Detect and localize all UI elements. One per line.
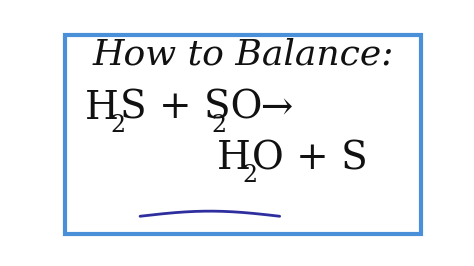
Text: 2: 2 <box>110 114 125 137</box>
Text: H: H <box>85 90 119 127</box>
Text: S + SO: S + SO <box>120 90 262 127</box>
Text: O + S: O + S <box>252 140 368 177</box>
Text: H: H <box>217 140 251 177</box>
Text: 2: 2 <box>212 114 227 137</box>
Text: 2: 2 <box>242 164 257 188</box>
Text: How to Balance:: How to Balance: <box>92 38 393 72</box>
Text: →: → <box>236 90 293 127</box>
